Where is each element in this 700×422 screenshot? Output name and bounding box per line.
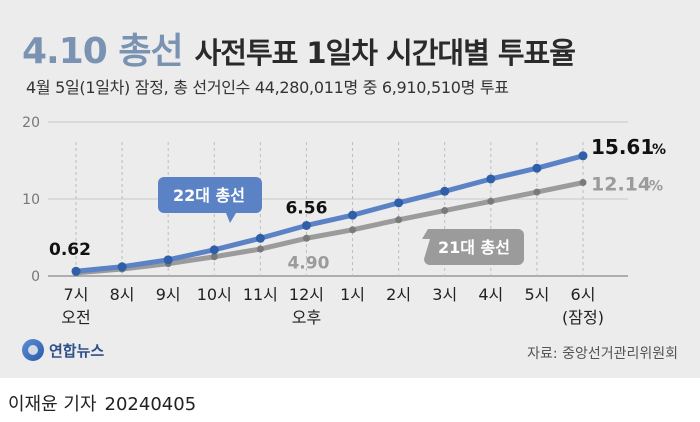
x-tick-label: 9시: [156, 285, 181, 304]
x-tick-label: 8시: [110, 285, 135, 304]
x-sub-label: 오전: [61, 308, 90, 327]
data-point: [349, 226, 357, 234]
data-point: [441, 207, 449, 215]
data-label-end-unit-22: %: [652, 142, 666, 158]
data-point: [256, 245, 264, 253]
yonhap-logo-icon: [22, 339, 44, 361]
callout-badge-22: [158, 177, 262, 223]
subtitle: 4월 5일(1일차) 잠정, 총 선거인수 44,280,011명 중 6,91…: [26, 78, 509, 97]
x-tick-label: 4시: [478, 285, 503, 304]
x-tick-label: 3시: [432, 285, 457, 304]
x-tick-label: 2시: [386, 285, 411, 304]
data-label-start: 0.62: [49, 240, 91, 260]
y-tick-label: 0: [31, 269, 40, 285]
x-tick-label: 12시: [289, 285, 324, 304]
x-tick-label: 7시: [64, 285, 89, 304]
data-point: [487, 197, 495, 205]
x-tick-label: 11시: [243, 285, 278, 304]
x-tick-label: 1시: [340, 285, 365, 304]
data-label-end-unit-21: %: [649, 179, 663, 195]
data-point: [578, 151, 588, 161]
data-point: [533, 188, 541, 196]
data-point: [348, 210, 358, 220]
x-tick-label: 10시: [197, 285, 232, 304]
data-point: [394, 198, 404, 208]
data-point: [255, 233, 265, 243]
data-point: [440, 186, 450, 196]
data-point: [210, 253, 218, 261]
data-point: [486, 174, 496, 184]
x-tick-label: 6시: [571, 285, 596, 304]
data-point: [579, 179, 587, 187]
series-line-0: [73, 153, 586, 274]
x-tick-label: 5시: [524, 285, 549, 304]
data-point: [302, 234, 310, 242]
infographic-card: 4.10 총선 사전투표 1일차 시간대별 투표율 4월 5일(1일차) 잠정, …: [0, 0, 700, 378]
data-point: [117, 262, 127, 272]
callout-badge-21: [422, 229, 524, 265]
y-tick-label: 10: [22, 192, 40, 208]
footer: 이재윤 기자 20240405: [8, 390, 196, 416]
x-sub-label: (잠정): [562, 308, 604, 327]
footer-date: 20240405: [104, 394, 197, 415]
callout-label-22: 22대 총선: [173, 186, 245, 205]
data-point: [209, 245, 219, 255]
source-logo-text: 연합뉴스: [49, 341, 105, 360]
headline-brand: 4.10 총선: [22, 31, 184, 72]
data-point: [71, 266, 81, 276]
headline: 4.10 총선 사전투표 1일차 시간대별 투표율: [22, 22, 576, 74]
series-line-1: [73, 180, 586, 276]
headline-title: 사전투표 1일차 시간대별 투표율: [194, 36, 576, 70]
data-label-end-21: 12.14: [591, 174, 651, 196]
data-label-end-22: 15.61: [591, 135, 654, 159]
data-label-mid-22: 6.56: [285, 198, 327, 218]
y-tick-label: 20: [22, 115, 40, 131]
footer-author: 이재윤 기자: [8, 394, 97, 415]
data-label-mid-21: 4.90: [287, 253, 329, 273]
source-credit: 자료: 중앙선거관리위원회: [527, 346, 678, 362]
x-sub-label: 오후: [292, 308, 321, 327]
data-point: [163, 255, 173, 265]
source-logo: 연합뉴스: [22, 339, 104, 361]
data-point: [301, 220, 311, 230]
data-point: [532, 163, 542, 173]
data-point: [395, 216, 403, 224]
callout-label-21: 21대 총선: [438, 238, 510, 257]
